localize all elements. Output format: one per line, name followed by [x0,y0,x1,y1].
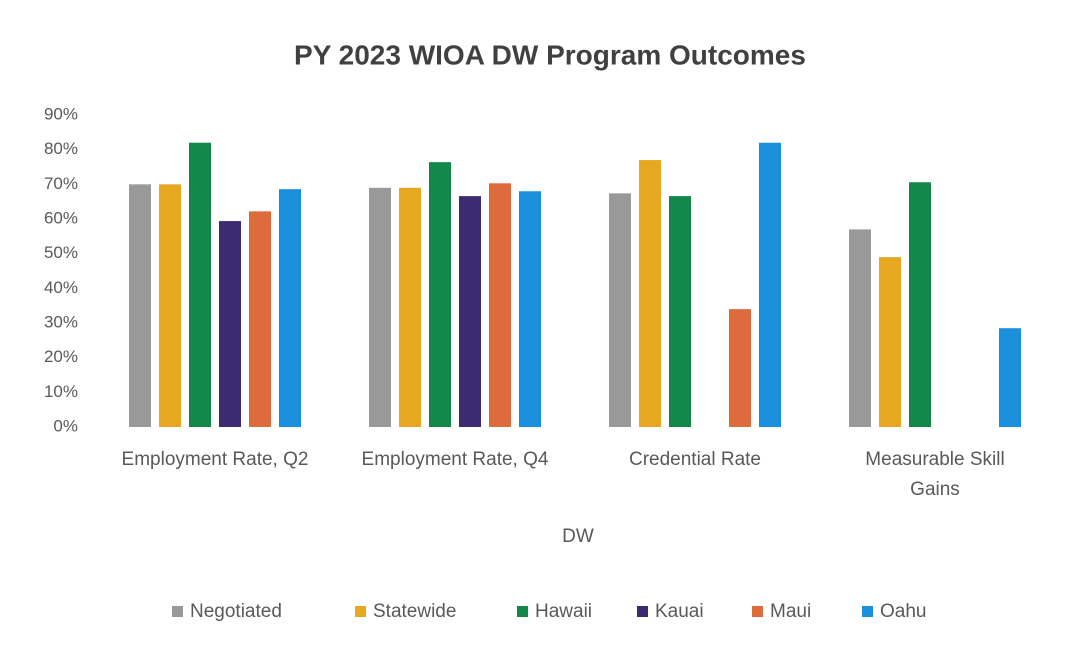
bar [399,187,421,427]
legend-swatch [862,606,873,617]
legend-label: Hawaii [535,601,592,622]
legend-label: Maui [770,601,811,622]
bar [429,162,451,427]
bar [189,142,211,427]
x-tick-label: Employment Rate, Q2 [121,449,309,470]
y-tick-label: 50% [44,243,78,262]
y-tick-label: 40% [44,278,78,297]
bar [369,187,391,427]
chart-title: PY 2023 WIOA DW Program Outcomes [294,39,806,70]
bar [729,309,751,427]
bar [879,257,901,427]
bar [219,221,241,427]
bar [609,193,631,427]
y-tick-label: 90% [44,104,78,123]
bar [129,184,151,427]
bar [159,184,181,427]
y-tick-label: 10% [44,382,78,401]
legend-label: Negotiated [190,601,282,622]
x-tick-label: Employment Rate, Q4 [361,449,549,470]
y-tick-label: 20% [44,347,78,366]
x-tick-label: Measurable Skill Gains [865,449,1005,500]
bar [999,328,1021,427]
y-tick-label: 30% [44,312,78,331]
bar [279,189,301,427]
y-tick-label: 60% [44,208,78,227]
legend-swatch [517,606,528,617]
x-tick-label: Credential Rate [628,449,762,470]
bar [519,191,541,427]
bar [459,196,481,427]
y-tick-label: 70% [44,174,78,193]
legend-swatch [172,606,183,617]
bar [249,211,271,427]
legend-label: Statewide [373,601,456,622]
legend-swatch [752,606,763,617]
legend-swatch [637,606,648,617]
bar [849,229,871,427]
bar [639,160,661,428]
x-axis-label: DW [562,526,594,547]
bar [669,196,691,427]
legend-swatch [355,606,366,617]
bar [909,182,931,427]
bar [759,142,781,427]
legend-label: Kauai [655,601,704,622]
y-tick-label: 80% [44,139,78,158]
legend-label: Oahu [880,601,926,622]
bar [489,183,511,427]
y-tick-label: 0% [53,416,78,435]
